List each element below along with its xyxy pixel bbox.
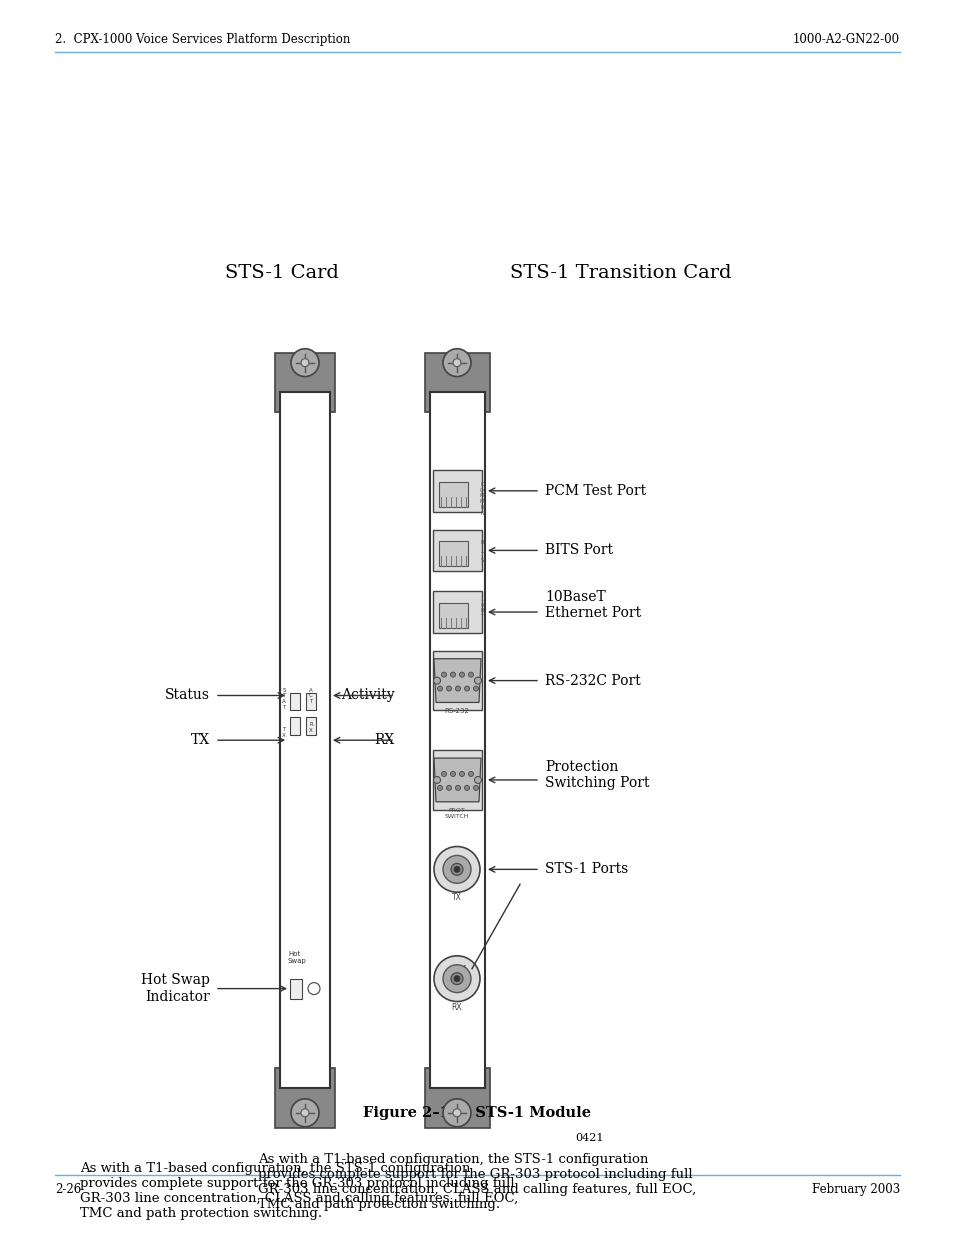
Text: 1
0
B
T: 1 0 B T: [479, 597, 483, 619]
Bar: [433, 592, 481, 632]
Text: RS-232C Port: RS-232C Port: [544, 673, 640, 688]
Circle shape: [468, 772, 473, 777]
Circle shape: [434, 956, 479, 1002]
Circle shape: [455, 687, 460, 692]
Text: Status: Status: [165, 688, 210, 703]
Bar: [290, 718, 299, 735]
Bar: [290, 693, 299, 710]
Text: 2.  CPX-1000 Voice Services Platform Description: 2. CPX-1000 Voice Services Platform Desc…: [55, 33, 350, 46]
Text: As with a T1-based configuration, the STS-1 configuration
provides complete supp: As with a T1-based configuration, the ST…: [80, 1162, 517, 1220]
Circle shape: [473, 687, 478, 692]
Text: C
O
M
M
U
N: C O M M U N: [479, 482, 483, 516]
Circle shape: [464, 687, 469, 692]
Text: RX: RX: [375, 734, 395, 747]
Bar: [438, 541, 468, 567]
Text: STS-1 Card: STS-1 Card: [225, 264, 338, 283]
Circle shape: [459, 772, 464, 777]
Text: STS-1 Ports: STS-1 Ports: [544, 862, 628, 877]
Polygon shape: [434, 658, 480, 703]
Circle shape: [454, 867, 459, 872]
Text: Activity: Activity: [341, 688, 395, 703]
Bar: [306, 693, 315, 710]
Bar: [290, 978, 302, 999]
Bar: [433, 750, 481, 810]
Text: R
X: R X: [309, 722, 313, 734]
Circle shape: [474, 677, 481, 684]
Circle shape: [301, 1109, 309, 1116]
Text: TX: TX: [191, 734, 210, 747]
Circle shape: [433, 777, 440, 783]
Text: 10BaseT
Ethernet Port: 10BaseT Ethernet Port: [544, 590, 640, 620]
Circle shape: [473, 785, 478, 790]
Circle shape: [468, 672, 473, 677]
Circle shape: [453, 1109, 460, 1116]
Polygon shape: [434, 758, 480, 802]
Circle shape: [455, 785, 460, 790]
Text: Figure 2–13.  STS-1 Module: Figure 2–13. STS-1 Module: [362, 1105, 591, 1120]
FancyBboxPatch shape: [424, 353, 490, 412]
Circle shape: [437, 687, 442, 692]
Bar: [433, 530, 481, 572]
Circle shape: [433, 677, 440, 684]
FancyBboxPatch shape: [274, 353, 335, 412]
Text: T
X: T X: [282, 727, 286, 739]
Text: February 2003: February 2003: [811, 1183, 899, 1195]
Text: Hot Swap
Indicator: Hot Swap Indicator: [141, 973, 210, 1004]
Circle shape: [450, 772, 455, 777]
FancyBboxPatch shape: [424, 1068, 490, 1128]
Text: B
I
T
S: B I T S: [479, 540, 483, 563]
Bar: [438, 603, 468, 627]
Text: 0421: 0421: [576, 1132, 603, 1142]
Circle shape: [474, 777, 481, 783]
Bar: [306, 718, 315, 735]
Bar: [438, 482, 468, 506]
Circle shape: [454, 976, 459, 982]
Circle shape: [459, 672, 464, 677]
Circle shape: [450, 672, 455, 677]
Text: 1000-A2-GN22-00: 1000-A2-GN22-00: [792, 33, 899, 46]
Circle shape: [291, 348, 318, 377]
Circle shape: [451, 863, 462, 876]
Bar: [433, 651, 481, 710]
Text: PCM Test Port: PCM Test Port: [544, 484, 645, 498]
Circle shape: [446, 785, 451, 790]
Circle shape: [453, 358, 460, 367]
Circle shape: [441, 772, 446, 777]
Circle shape: [308, 983, 319, 994]
Circle shape: [446, 687, 451, 692]
Text: Hot
Swap: Hot Swap: [288, 951, 307, 963]
Bar: [433, 471, 481, 511]
Circle shape: [434, 846, 479, 892]
Text: PROT
SWITCH: PROT SWITCH: [444, 808, 469, 819]
Text: S
T
A
T: S T A T: [282, 688, 286, 710]
Text: As with a T1-based configuration, the STS-1 configuration
provides complete supp: As with a T1-based configuration, the ST…: [257, 1152, 696, 1210]
Circle shape: [301, 358, 309, 367]
Circle shape: [442, 965, 471, 993]
Circle shape: [437, 785, 442, 790]
Text: Protection
Switching Port: Protection Switching Port: [544, 760, 649, 790]
Text: BITS Port: BITS Port: [544, 543, 613, 557]
Text: RS-232: RS-232: [444, 709, 469, 714]
Circle shape: [464, 785, 469, 790]
Text: RX: RX: [451, 1003, 462, 1011]
Circle shape: [442, 348, 471, 377]
FancyBboxPatch shape: [274, 1068, 335, 1128]
Text: 2-26: 2-26: [55, 1183, 81, 1195]
Text: STS-1 Transition Card: STS-1 Transition Card: [510, 264, 731, 283]
Text: A
C
T: A C T: [309, 688, 313, 704]
Text: TX: TX: [452, 893, 461, 903]
Circle shape: [451, 973, 462, 984]
Circle shape: [291, 1099, 318, 1126]
Circle shape: [441, 672, 446, 677]
Bar: [280, 393, 330, 1088]
Circle shape: [442, 1099, 471, 1126]
Circle shape: [442, 856, 471, 883]
Bar: [430, 393, 484, 1088]
